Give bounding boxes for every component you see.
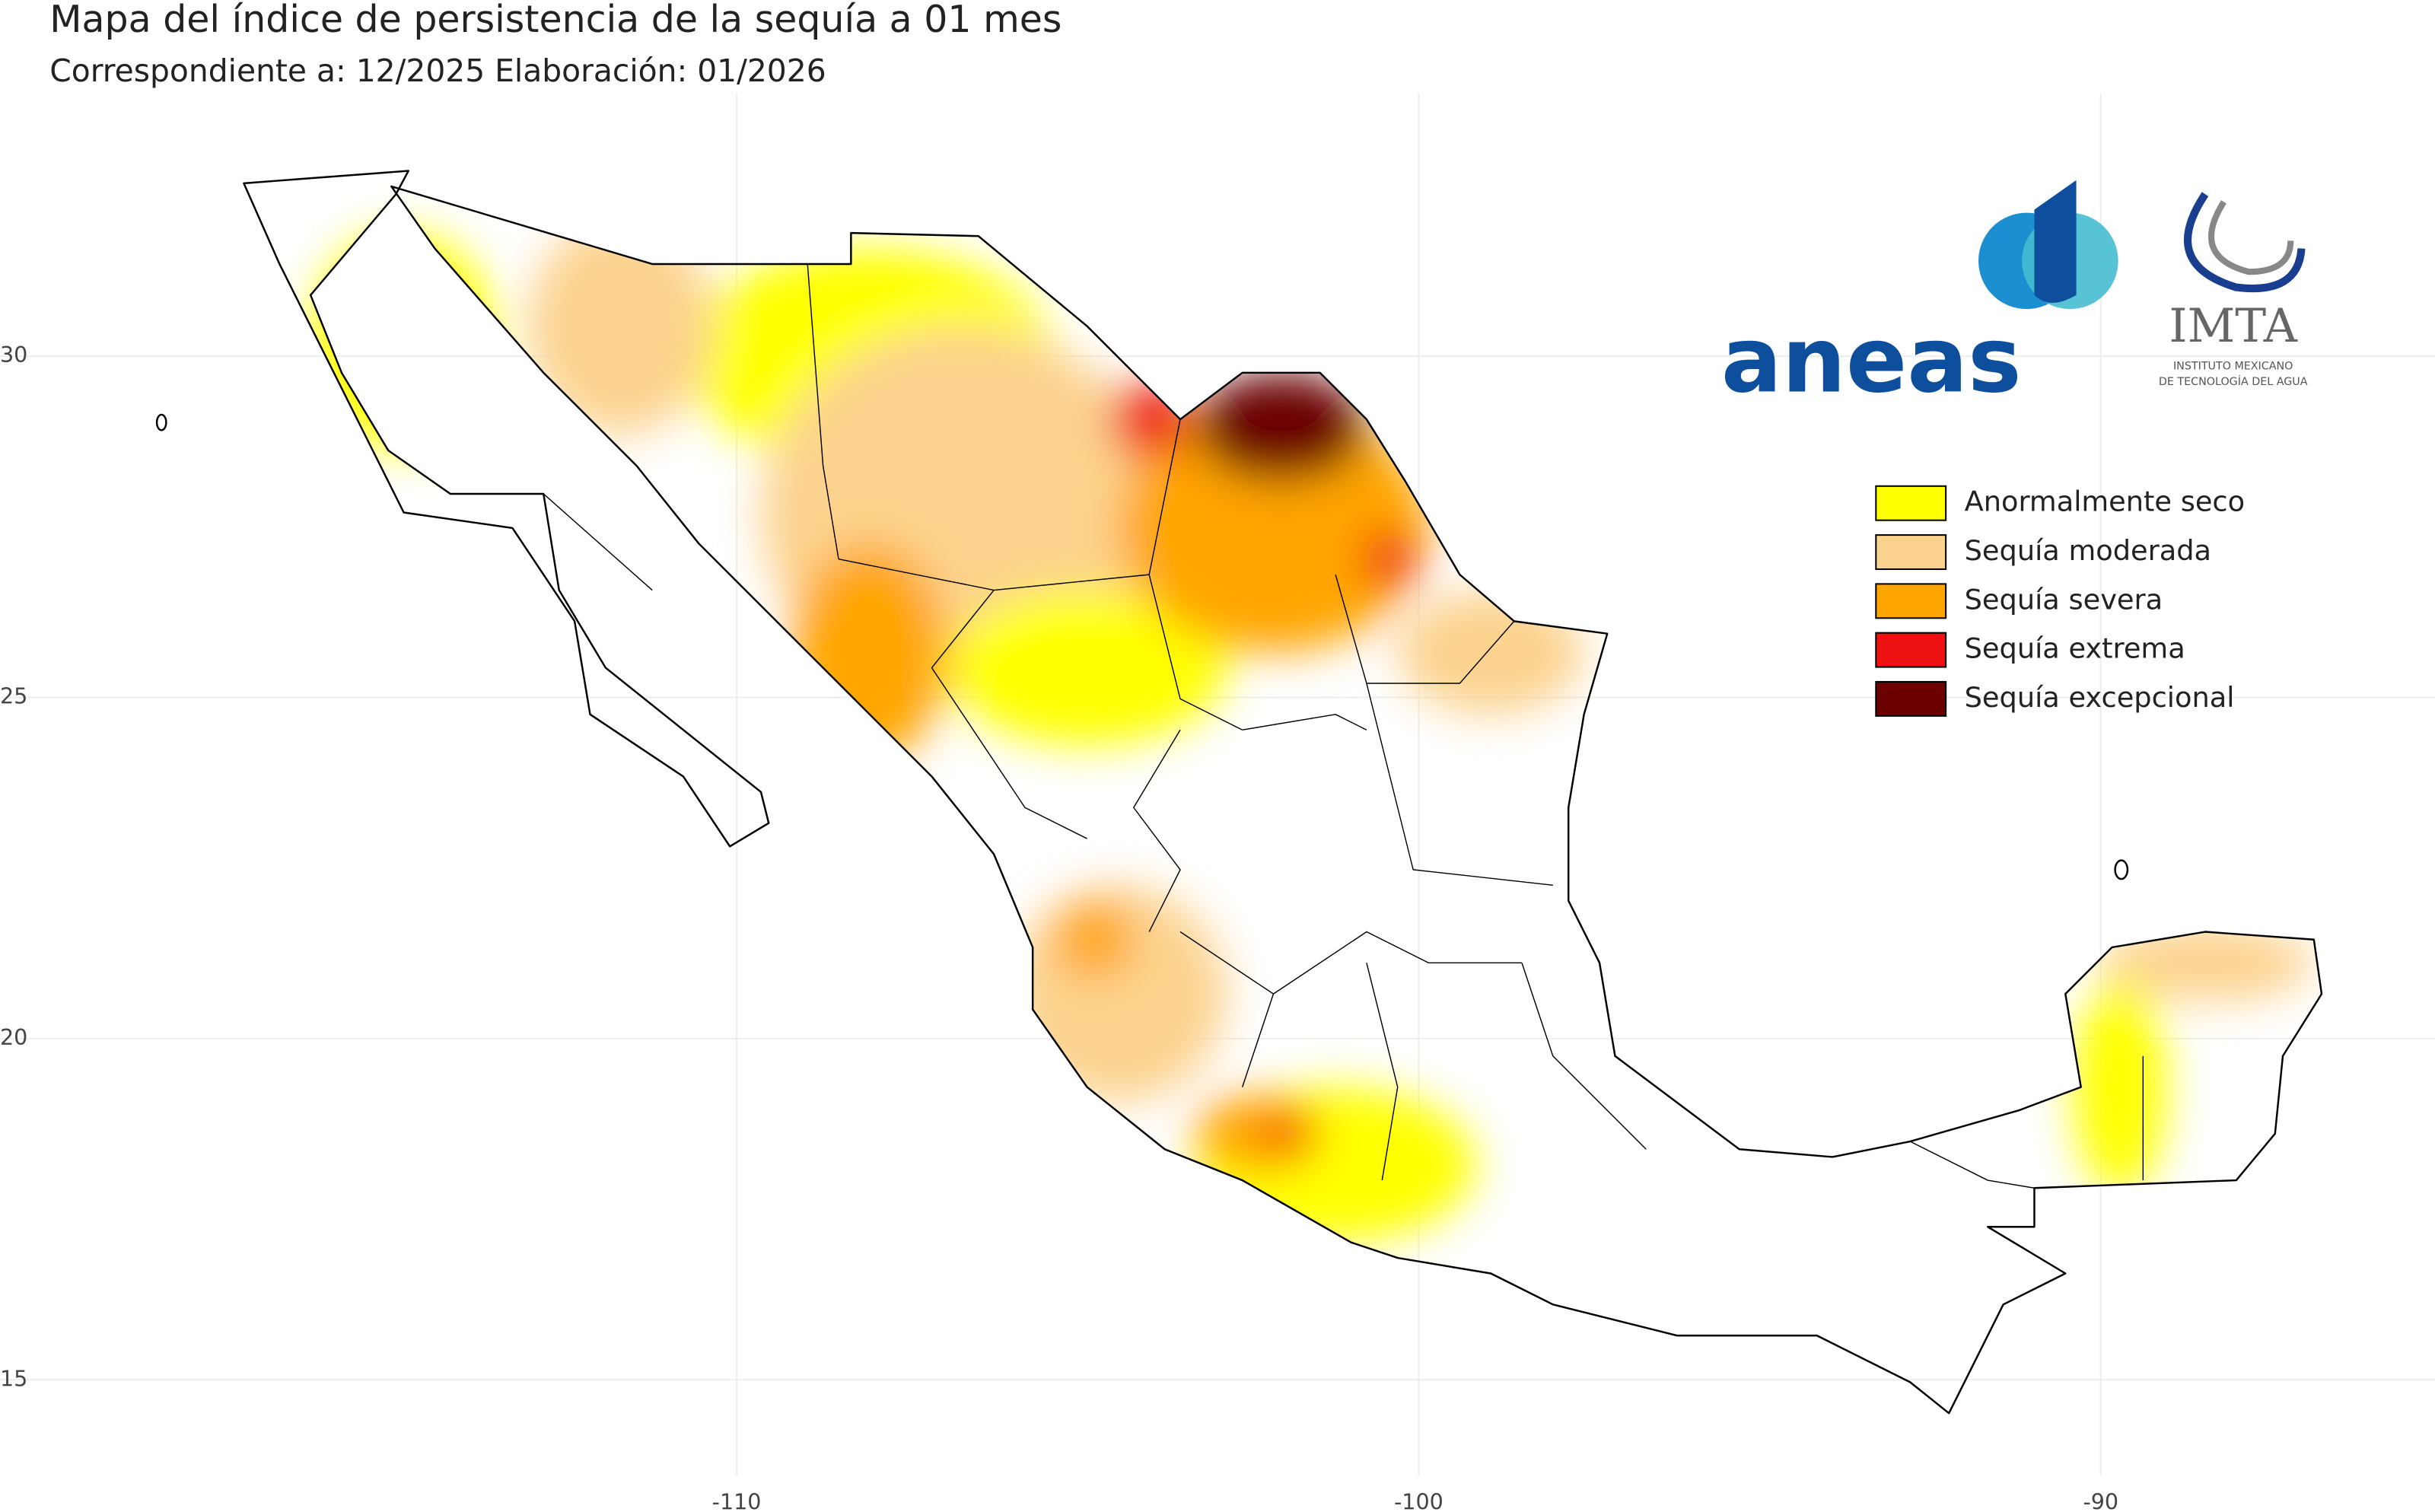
imta-logo: IMTA INSTITUTO MEXICANO DE TECNOLOGÍA DE…	[2159, 192, 2308, 388]
y-tick-label: 15	[0, 1365, 27, 1391]
x-tick-label: -90	[2083, 1489, 2118, 1512]
grid	[0, 93, 2435, 1475]
legend-label: Sequía moderada	[1965, 534, 2211, 567]
area	[1397, 590, 1584, 715]
area	[2073, 978, 2166, 1196]
legend-label: Sequía excepcional	[1965, 681, 2235, 714]
legend-swatch	[1875, 583, 1947, 619]
logo-shape	[2034, 180, 2077, 303]
area	[2096, 924, 2314, 1002]
logo-text: aneas	[1721, 307, 2022, 412]
country-outline	[243, 170, 2323, 1415]
title: Mapa del índice de persistencia de la se…	[49, 0, 1062, 41]
area	[1265, 1115, 1313, 1153]
legend: Anormalmente seco Sequía moderada Sequía s…	[1875, 485, 2245, 717]
legend-swatch	[1875, 632, 1947, 668]
area	[1055, 900, 1134, 979]
area	[310, 233, 498, 450]
aneas-logo: aneas	[1721, 180, 2118, 412]
x-tick-label: -110	[712, 1489, 762, 1512]
area	[527, 217, 715, 435]
logo-shape	[2208, 200, 2294, 275]
y-tick-label: 20	[0, 1024, 27, 1050]
area	[1195, 372, 1367, 482]
island	[155, 413, 167, 431]
area	[1118, 403, 1429, 653]
logo-shape	[2183, 192, 2306, 293]
logo-text: DE TECNOLOGÍA DEL AGUA	[2159, 374, 2308, 388]
area	[1110, 380, 1189, 459]
y-tick-label: 30	[0, 342, 27, 368]
area	[1195, 1094, 1320, 1173]
island	[2114, 859, 2129, 880]
legend-label: Anormalmente seco	[1965, 485, 2245, 518]
state-borders	[543, 263, 2144, 1189]
subtitle: Correspondiente a: 12/2025 Elaboración: …	[49, 53, 826, 89]
legend-label: Sequía severa	[1965, 583, 2163, 616]
x-tick-label: -100	[1394, 1489, 1443, 1512]
logo-text: IMTA	[2169, 299, 2297, 353]
islands	[155, 413, 2129, 880]
legend-label: Sequía extrema	[1965, 632, 2185, 665]
legend-swatch	[1875, 485, 1947, 521]
area	[1361, 530, 1418, 587]
legend-swatch	[1875, 680, 1947, 717]
legend-swatch	[1875, 534, 1947, 571]
logo-text: INSTITUTO MEXICANO	[2173, 361, 2293, 373]
area	[947, 590, 1227, 746]
y-tick-label: 25	[0, 683, 27, 709]
